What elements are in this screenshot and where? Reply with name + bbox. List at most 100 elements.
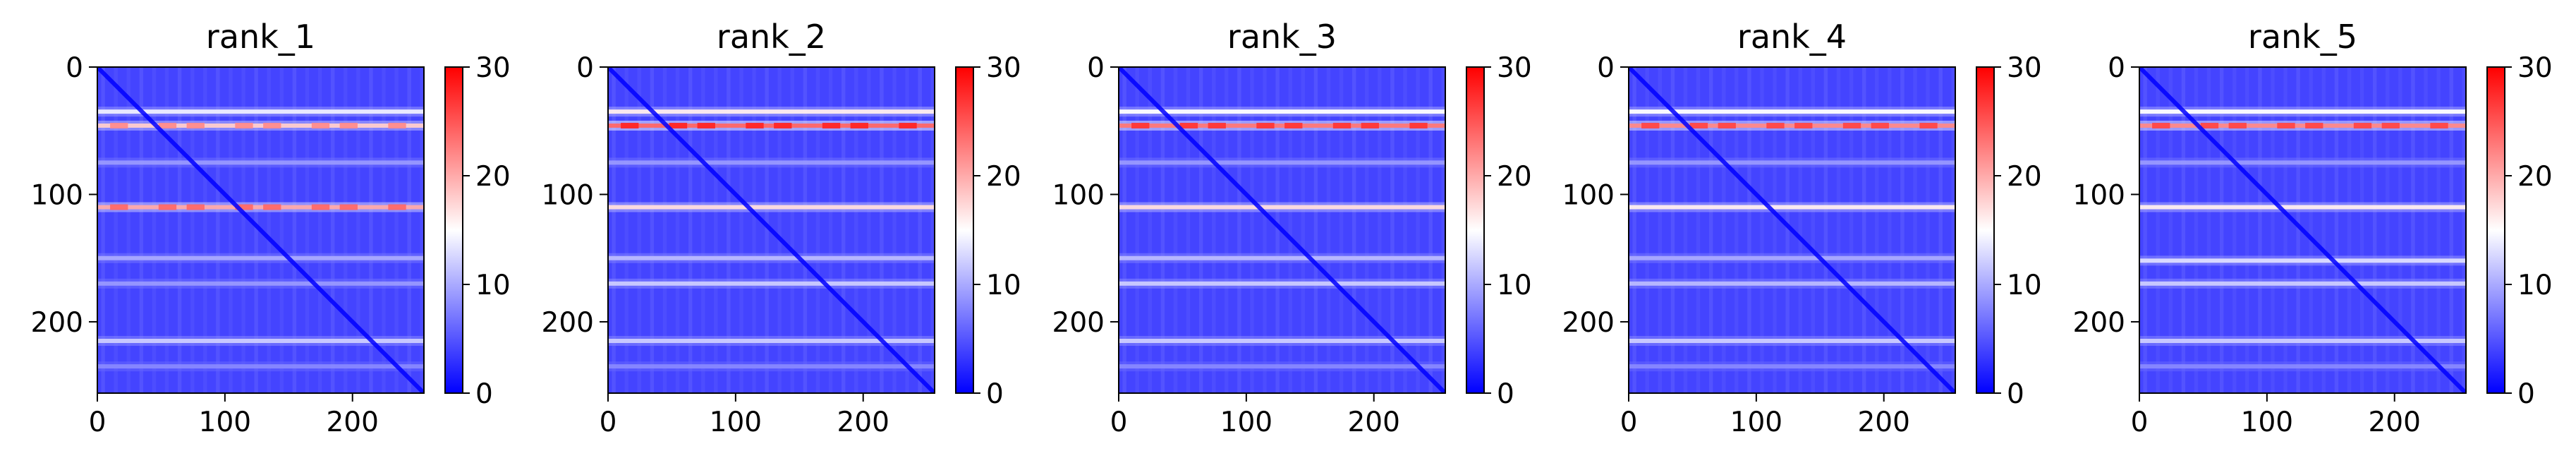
heatmap-hotspot [2152,123,2170,129]
heatmap-texture-column [1760,67,1764,393]
x-tick-label: 200 [1857,407,1909,438]
heatmap-hotspot [697,123,715,129]
heatmap-band [1629,255,1955,260]
heatmap-texture-column [2436,67,2441,393]
y-tick-label: 200 [1052,307,1105,339]
heatmap-cells [1119,67,1445,393]
x-tick-label: 0 [1110,407,1128,438]
colorbar-tick-label: 30 [2007,52,2042,84]
heatmap-texture-column [1378,67,1382,393]
heatmap-texture-column [1683,67,1688,393]
y-tick-label: 200 [2073,307,2125,339]
plot-frame [1118,66,1446,394]
heatmap-texture-column [1938,67,1943,393]
heatmap-band [1629,339,1955,344]
heatmap-texture-column [382,67,386,393]
heatmap-texture-column [2334,67,2339,393]
heatmap-hotspot [1794,123,1813,129]
heatmap-texture-column [930,67,935,393]
heatmap-texture-column [2271,67,2275,393]
heatmap-texture-column [2283,67,2288,393]
heatmap-texture-column [114,67,118,393]
heatmap-diagonal [97,67,424,393]
heatmap-band [97,364,424,369]
heatmap-hotspot [1256,123,1275,129]
heatmap-hotspot [1718,123,1736,129]
heatmap-hotspot [158,123,177,129]
heatmap-hotspot [263,204,281,210]
heatmap-texture-column [1441,67,1445,393]
heatmap-texture-column [727,67,731,393]
heatmap-band [1119,339,1445,344]
colorbar [444,66,463,394]
heatmap-texture-column [241,67,245,393]
heatmap-texture-column [2258,67,2262,393]
heatmap-texture-column [752,67,756,393]
heatmap-texture-column [1632,67,1636,393]
heatmap-texture-column [267,67,271,393]
y-tick-label: 100 [31,179,83,211]
heatmap-band [1629,364,1955,369]
heatmap-texture-column [1875,67,1879,393]
heatmap-hotspot [2381,123,2400,129]
plot-frame [2139,66,2467,394]
heatmap-texture-column [2181,67,2186,393]
heatmap-texture-column [1428,67,1433,393]
heatmap-texture-column [1390,67,1395,393]
x-tick-label: 0 [2131,407,2149,438]
heatmap-diagonal [1629,67,1955,393]
heatmap-texture-column [1951,67,1955,393]
heatmap-cells [608,67,935,393]
heatmap-texture-column [1722,67,1726,393]
y-tick-label: 200 [542,307,594,339]
heatmap-diagonal [2139,67,2466,393]
heatmap-band [97,255,424,260]
heatmap-hotspot [235,204,253,210]
heatmap-band [608,339,935,344]
heatmap-texture-column [828,67,833,393]
heatmap-texture-column [637,67,642,393]
heatmap-texture-column [803,67,808,393]
heatmap-hotspot [158,204,177,210]
heatmap-hotspot [186,123,205,129]
heatmap-texture-column [420,67,424,393]
heatmap-texture-column [2347,67,2352,393]
heatmap-hotspot [1179,123,1198,129]
heatmap-band [1119,160,1445,165]
heatmap-band [1629,281,1955,286]
heatmap-band [608,109,935,114]
heatmap-texture-column [254,67,258,393]
heatmap-hotspot [2305,123,2323,129]
heatmap-band [97,281,424,286]
x-tick-label: 100 [710,407,762,438]
heatmap-texture-column [2296,67,2300,393]
heatmap-texture-column [905,67,909,393]
heatmap-texture-column [650,67,655,393]
heatmap-band [1629,109,1955,114]
heatmap-texture-column [1773,67,1777,393]
heatmap-texture-column [1747,67,1751,393]
heatmap-texture-column [1288,67,1292,393]
heatmap-texture-column [1263,67,1267,393]
heatmap-hotspot [1409,123,1428,129]
heatmap-texture-column [1365,67,1369,393]
heatmap-band [1119,205,1445,210]
heatmap-texture-column [1403,67,1407,393]
heatmap-hotspot [339,204,358,210]
plot-frame [607,66,935,394]
x-tick-label: 100 [1730,407,1782,438]
colorbar-tick-label: 20 [475,161,511,193]
heatmap-texture-column [1313,67,1318,393]
heatmap-panel-4: rank_4 0 100 200 0 100 200 0 10 20 30 [1562,18,2042,438]
heatmap-band [1119,281,1445,286]
heatmap-band [1629,124,1955,128]
heatmap-texture-column [867,67,871,393]
heatmap-hotspot [388,123,406,129]
x-tick-label: 200 [1347,407,1399,438]
colorbar-tick-label: 0 [986,378,1004,410]
heatmap-band [1119,124,1445,128]
y-tick-label: 0 [576,52,594,84]
heatmap-texture-column [1811,67,1816,393]
heatmap-texture-column [777,67,782,393]
heatmap-hotspot [1871,123,1889,129]
